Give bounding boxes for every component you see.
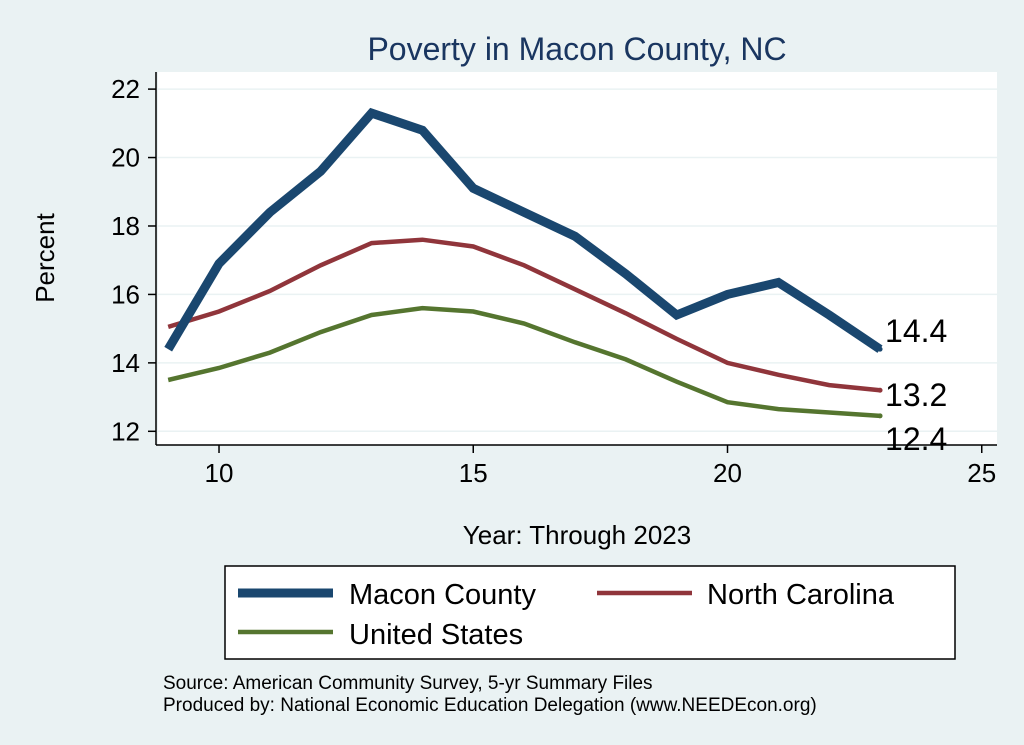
series-line-north-carolina: [167, 237, 881, 393]
legend: [224, 565, 956, 660]
plot-area: [158, 72, 997, 445]
x-ticks: 10 15 20 25: [205, 445, 996, 488]
legend-label-united-states: United States: [349, 619, 523, 651]
end-label-macon-county: 14.4: [885, 313, 947, 349]
series-line-macon-county: [164, 107, 883, 353]
x-tick-label-25: 25: [967, 458, 996, 488]
end-marker-north-carolina: [877, 387, 883, 393]
series-line-united-states: [167, 305, 881, 419]
end-labels: 12.4 13.2 14.4: [885, 313, 947, 457]
y-tick-label-20: 20: [111, 143, 140, 173]
y-axis-label: Percent: [30, 212, 60, 302]
end-marker-macon-county: [877, 346, 883, 352]
y-tick-label-14: 14: [111, 348, 140, 378]
end-marker-united-states: [877, 413, 883, 419]
x-axis-label: Year: Through 2023: [463, 520, 691, 550]
end-label-united-states: 12.4: [885, 421, 947, 457]
legend-label-macon-county: Macon County: [349, 579, 536, 611]
legend-label-north-carolina: North Carolina: [707, 579, 895, 611]
y-tick-label-18: 18: [111, 211, 140, 241]
x-tick-label-15: 15: [459, 458, 488, 488]
gridlines: [158, 88, 997, 433]
y-tick-label-22: 22: [111, 74, 140, 104]
source-note: Source: American Community Survey, 5-yr …: [163, 673, 653, 694]
chart-title: Poverty in Macon County, NC: [367, 31, 786, 67]
x-tick-label-20: 20: [713, 458, 742, 488]
y-tick-label-12: 12: [111, 416, 140, 446]
series-lines: [164, 107, 883, 419]
y-tick-label-16: 16: [111, 279, 140, 309]
x-tick-label-10: 10: [205, 458, 234, 488]
end-label-north-carolina: 13.2: [885, 377, 947, 413]
produced-by-note: Produced by: National Economic Education…: [163, 695, 817, 716]
y-ticks: 12 14 16 18 20 22: [111, 74, 156, 446]
